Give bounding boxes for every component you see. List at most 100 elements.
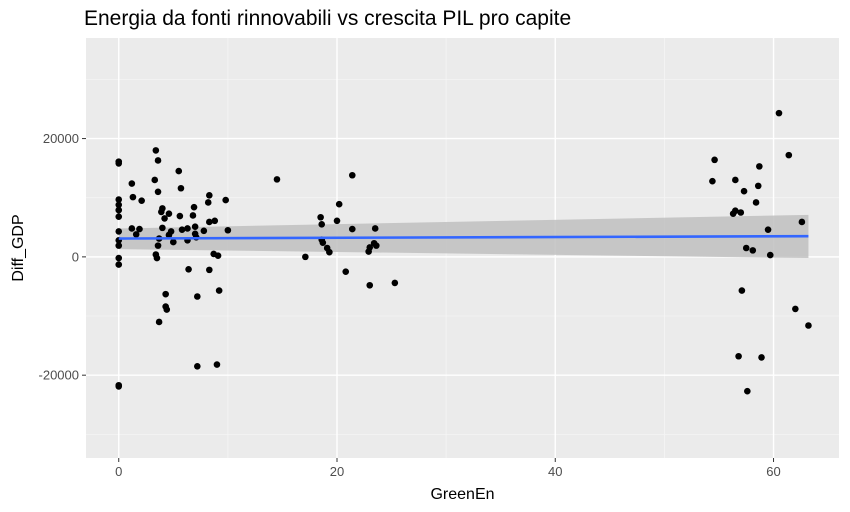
data-point bbox=[154, 242, 162, 249]
data-point bbox=[740, 187, 748, 195]
data-point bbox=[215, 287, 223, 294]
data-point bbox=[206, 192, 213, 199]
y-tick-label: 0 bbox=[72, 249, 79, 264]
data-point bbox=[154, 188, 162, 196]
x-tick-label: 20 bbox=[330, 464, 344, 479]
data-point bbox=[348, 225, 356, 233]
y-tick-label: 20000 bbox=[43, 131, 79, 146]
data-point bbox=[211, 217, 219, 225]
data-point bbox=[167, 228, 175, 235]
data-point bbox=[115, 201, 123, 209]
data-point bbox=[732, 207, 739, 215]
data-point bbox=[162, 290, 169, 298]
data-point bbox=[775, 109, 783, 117]
data-point bbox=[366, 244, 374, 251]
x-tick-label: 0 bbox=[115, 464, 122, 479]
data-point bbox=[151, 176, 159, 184]
data-point bbox=[194, 363, 201, 370]
x-tick-label: 60 bbox=[766, 464, 780, 479]
data-point bbox=[326, 248, 333, 256]
data-point bbox=[749, 247, 757, 254]
data-point bbox=[371, 225, 379, 232]
data-point bbox=[348, 171, 356, 179]
data-point bbox=[754, 182, 762, 190]
data-point bbox=[128, 225, 136, 232]
data-point bbox=[738, 287, 746, 294]
data-point bbox=[742, 244, 750, 252]
data-point bbox=[798, 218, 806, 226]
data-point bbox=[159, 224, 166, 232]
data-point bbox=[115, 228, 123, 235]
y-axis-ticks: -20000 0 20000 bbox=[39, 131, 86, 383]
data-point bbox=[170, 238, 177, 246]
y-tick-label: -20000 bbox=[39, 368, 79, 383]
data-point bbox=[115, 158, 123, 165]
data-point bbox=[335, 200, 343, 208]
data-point bbox=[115, 196, 123, 203]
data-point bbox=[735, 352, 742, 360]
data-point bbox=[206, 266, 213, 274]
data-point bbox=[161, 215, 168, 222]
data-point bbox=[204, 199, 212, 206]
data-point bbox=[115, 254, 123, 262]
data-point bbox=[752, 199, 760, 206]
data-point bbox=[190, 203, 198, 211]
data-point bbox=[184, 225, 191, 232]
data-point bbox=[222, 196, 229, 204]
data-point bbox=[732, 176, 739, 184]
data-point bbox=[302, 253, 309, 261]
data-point bbox=[115, 261, 123, 268]
data-point bbox=[711, 156, 718, 164]
data-point bbox=[178, 226, 186, 233]
data-point bbox=[200, 227, 208, 235]
data-point bbox=[766, 251, 774, 259]
data-point bbox=[366, 281, 374, 289]
data-point bbox=[185, 265, 192, 273]
data-point bbox=[159, 205, 166, 212]
data-point bbox=[175, 167, 183, 175]
data-point bbox=[129, 193, 137, 201]
data-point bbox=[792, 305, 799, 313]
data-point bbox=[785, 151, 793, 159]
data-point bbox=[391, 279, 399, 287]
data-point bbox=[737, 209, 745, 216]
data-point bbox=[317, 213, 324, 221]
data-point bbox=[319, 239, 327, 246]
x-tick-label: 40 bbox=[548, 464, 562, 479]
data-point bbox=[115, 383, 123, 390]
data-point bbox=[342, 268, 350, 275]
chart-title: Energia da fonti rinnovabili vs crescita… bbox=[84, 7, 572, 30]
data-point bbox=[224, 226, 232, 234]
data-point bbox=[709, 177, 716, 185]
data-points bbox=[115, 109, 812, 395]
data-point bbox=[764, 226, 772, 233]
data-point bbox=[155, 318, 163, 326]
data-point bbox=[744, 387, 751, 395]
data-point bbox=[191, 223, 199, 231]
data-point bbox=[333, 217, 341, 225]
data-point bbox=[153, 254, 161, 262]
regression-line bbox=[118, 234, 809, 240]
data-point bbox=[152, 147, 160, 154]
data-point bbox=[115, 206, 123, 214]
data-point bbox=[128, 180, 136, 187]
data-point bbox=[115, 213, 123, 220]
data-point bbox=[138, 197, 145, 204]
data-point bbox=[805, 322, 812, 329]
data-point bbox=[189, 212, 197, 219]
data-point bbox=[176, 212, 184, 220]
x-axis-title: GreenEn bbox=[430, 486, 494, 503]
x-axis-ticks: 0 20 40 60 bbox=[115, 458, 781, 479]
data-point bbox=[194, 293, 201, 300]
data-point bbox=[758, 354, 765, 361]
data-point bbox=[214, 252, 222, 259]
data-point bbox=[132, 231, 140, 238]
y-axis-title: Diff_GDP bbox=[10, 214, 27, 281]
data-point bbox=[154, 157, 162, 164]
data-point bbox=[273, 176, 281, 183]
data-point bbox=[213, 361, 221, 368]
data-point bbox=[136, 225, 143, 233]
data-point bbox=[177, 184, 185, 192]
data-point bbox=[163, 306, 171, 313]
